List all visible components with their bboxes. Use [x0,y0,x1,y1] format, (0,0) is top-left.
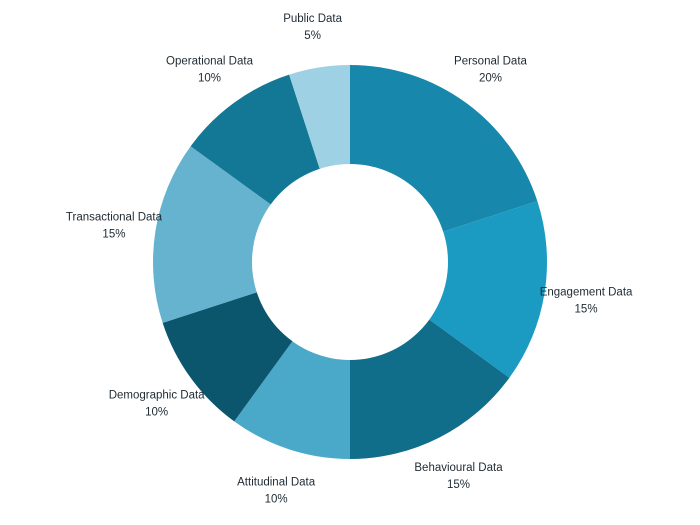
slice-label-demographic-data: Demographic Data [109,389,205,401]
slice-value-personal-data: 20% [479,73,502,85]
slice-value-demographic-data: 10% [145,406,168,418]
slice-label-personal-data: Personal Data [454,56,527,68]
labels-layer: Personal Data 20% Engagement Data 15% Behavi… [66,13,633,505]
donut-hole [252,164,448,360]
slice-label-behavioural-data: Behavioural Data [414,462,503,474]
slice-value-public-data: 5% [304,30,321,42]
slice-label-attitudinal-data: Attitudinal Data [237,476,316,488]
slice-label-public-data: Public Data [283,13,342,25]
slice-label-transactional-data: Transactional Data [66,212,163,224]
slice-value-transactional-data: 15% [102,229,125,241]
slice-value-operational-data: 10% [198,73,221,85]
slice-label-engagement-data: Engagement Data [540,286,633,298]
slice-label-operational-data: Operational Data [166,56,254,68]
slice-value-engagement-data: 15% [575,303,598,315]
slice-transactional-data [153,146,350,323]
slice-value-behavioural-data: 15% [447,479,470,491]
slice-engagement-data [350,201,547,378]
slice-value-attitudinal-data: 10% [265,493,288,505]
